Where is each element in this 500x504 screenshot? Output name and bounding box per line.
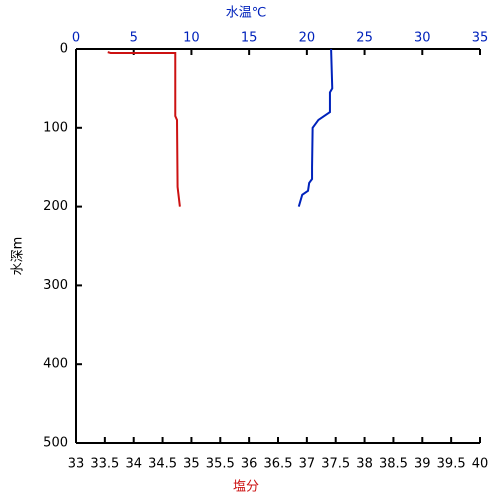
x-tick-label: 37.5: [321, 457, 350, 472]
x2-tick-label: 20: [299, 31, 316, 46]
x-tick-label: 34: [125, 457, 142, 472]
y-tick-label: 500: [43, 436, 68, 451]
x-tick-label: 33.5: [90, 457, 119, 472]
y-tick-label: 300: [43, 278, 68, 293]
x-tick-label: 39.5: [437, 457, 466, 472]
x2-tick-label: 10: [183, 31, 200, 46]
y-tick-label: 200: [43, 199, 68, 214]
x-tick-label: 39: [414, 457, 431, 472]
x-tick-label: 40: [472, 457, 489, 472]
x2-tick-label: 15: [241, 31, 258, 46]
x2-axis-label: 水温℃: [226, 6, 267, 21]
y-tick-label: 0: [60, 42, 68, 57]
x-tick-label: 34.5: [148, 457, 177, 472]
profile-line: [297, 48, 334, 207]
x-tick-label: 38: [356, 457, 373, 472]
x-tick-label: 36.5: [264, 457, 293, 472]
profile-line: [107, 51, 181, 207]
x-tick-label: 36: [241, 457, 258, 472]
x2-tick-label: 30: [414, 31, 431, 46]
x2-tick-label: 35: [472, 31, 489, 46]
x2-tick-label: 0: [72, 31, 80, 46]
x-tick-label: 37: [299, 457, 316, 472]
y-axis-label: 水深m: [11, 237, 26, 276]
x-tick-label: 33: [68, 457, 85, 472]
x-tick-label: 35.5: [206, 457, 235, 472]
y-tick-label: 400: [43, 357, 68, 372]
x-axis-label: 塩分: [233, 480, 259, 495]
x-tick-label: 35: [183, 457, 200, 472]
y-tick-label: 100: [43, 120, 68, 135]
x-tick-label: 38.5: [379, 457, 408, 472]
x2-tick-label: 5: [130, 31, 138, 46]
x2-tick-label: 25: [356, 31, 373, 46]
